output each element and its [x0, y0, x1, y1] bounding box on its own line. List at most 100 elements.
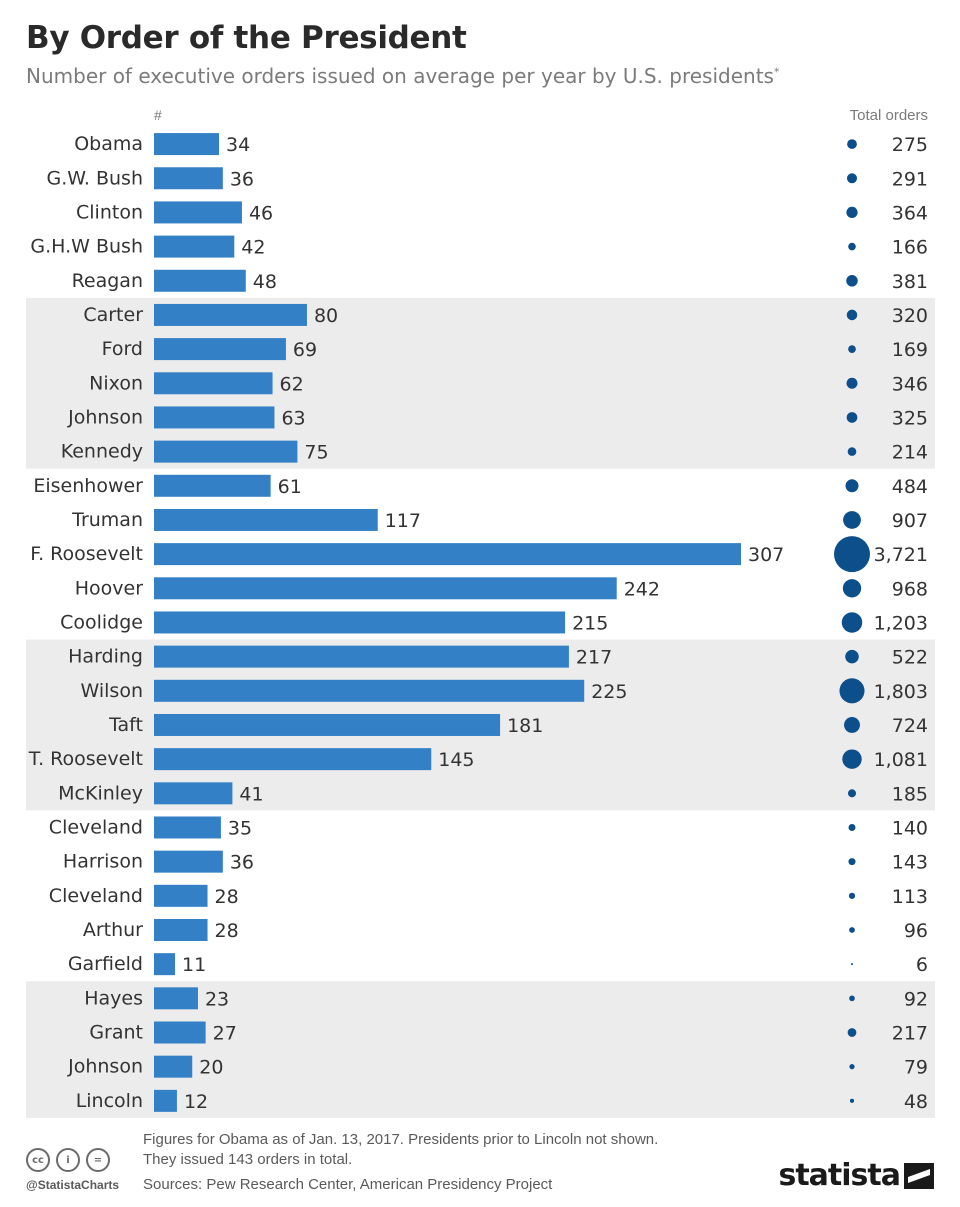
bar: [154, 235, 235, 258]
bar: [154, 440, 298, 463]
total-bubble: [839, 678, 865, 704]
category-label: Hoover: [75, 577, 143, 599]
bar: [154, 679, 585, 702]
total-bubble: [848, 858, 856, 866]
bar-value-label: 145: [438, 749, 474, 771]
bar-value-label: 12: [184, 1091, 208, 1113]
bar: [154, 884, 208, 907]
total-value-label: 214: [892, 442, 928, 464]
logo-mark-icon: [904, 1162, 934, 1189]
category-label: Hayes: [84, 987, 143, 1009]
total-bubble: [847, 447, 857, 456]
total-bubble: [844, 717, 860, 733]
category-label: Carter: [83, 304, 143, 326]
category-label: Cleveland: [49, 885, 143, 907]
total-bubble: [846, 309, 858, 321]
total-bubble: [843, 511, 861, 529]
total-bubble: [841, 612, 863, 633]
bar-value-label: 36: [230, 852, 254, 874]
total-bubble: [845, 649, 859, 664]
bar-value-label: 28: [215, 920, 239, 942]
total-bubble: [847, 789, 857, 798]
category-label: Arthur: [83, 919, 143, 941]
cc-icon: cc: [26, 1148, 50, 1172]
total-bubble: [834, 536, 870, 573]
bar-value-label: 80: [314, 305, 338, 327]
total-bubble: [842, 579, 862, 598]
bar: [154, 850, 223, 873]
bar: [154, 577, 617, 600]
category-label: Ford: [102, 338, 143, 360]
total-value-label: 143: [892, 852, 928, 874]
column-header-total-orders: Total orders: [849, 107, 928, 124]
category-label: F. Roosevelt: [30, 543, 143, 565]
sources: Sources: Pew Research Center, American P…: [143, 1176, 553, 1193]
bar: [154, 1021, 206, 1044]
category-label: Kennedy: [61, 441, 143, 463]
bar-value-label: 41: [239, 783, 263, 805]
total-value-label: 217: [892, 1023, 928, 1045]
bar: [154, 303, 307, 326]
bar: [154, 201, 242, 224]
bar-value-label: 61: [278, 476, 302, 498]
bar: [154, 269, 246, 292]
bar-value-label: 36: [230, 168, 254, 190]
bar-value-label: 217: [576, 647, 612, 669]
total-value-label: 185: [892, 783, 928, 805]
total-bubble: [846, 377, 858, 389]
category-label: Clinton: [76, 201, 143, 223]
total-bubble: [847, 1028, 857, 1037]
footnote-line-1: Figures for Obama as of Jan. 13, 2017. P…: [143, 1131, 659, 1148]
total-value-label: 346: [892, 373, 928, 395]
bar-value-label: 46: [249, 202, 273, 224]
bar: [154, 816, 221, 839]
bar: [154, 713, 501, 736]
bar: [154, 918, 208, 941]
bar: [154, 338, 286, 361]
category-label: Johnson: [67, 406, 143, 428]
bar-value-label: 20: [199, 1057, 223, 1079]
category-label: Lincoln: [76, 1090, 143, 1112]
chart-subtitle: Number of executive orders issued on ave…: [26, 64, 780, 88]
bar-value-label: 23: [205, 988, 229, 1010]
category-label: Harding: [68, 646, 143, 668]
total-bubble: [849, 927, 855, 933]
bar-value-label: 48: [253, 271, 277, 293]
total-value-label: 907: [892, 510, 928, 532]
total-value-label: 48: [904, 1091, 928, 1113]
chart-title: By Order of the President: [26, 20, 467, 56]
category-label: G.H.W Bush: [30, 236, 143, 258]
column-header-count: #: [154, 107, 162, 123]
total-value-label: 275: [892, 134, 928, 156]
bar-value-label: 35: [228, 817, 252, 839]
bar-value-label: 11: [182, 954, 206, 976]
bar: [154, 372, 273, 395]
total-value-label: 968: [892, 578, 928, 600]
category-label: Taft: [108, 714, 143, 736]
total-bubble: [846, 206, 858, 219]
total-value-label: 1,081: [874, 749, 928, 771]
footnote: Figures for Obama as of Jan. 13, 2017. P…: [143, 1130, 658, 1170]
bar-value-label: 62: [280, 373, 304, 395]
total-bubble: [845, 479, 859, 493]
category-label: McKinley: [58, 782, 143, 804]
by-icon: i: [56, 1148, 80, 1172]
total-bubble: [851, 963, 853, 966]
total-value-label: 291: [892, 168, 928, 190]
bar: [154, 474, 271, 497]
total-value-label: 1,203: [874, 612, 928, 634]
category-label: Grant: [89, 1022, 143, 1044]
total-value-label: 484: [892, 476, 928, 498]
total-value-label: 381: [892, 271, 928, 293]
total-value-label: 1,803: [874, 681, 928, 703]
total-value-label: 166: [892, 237, 928, 259]
total-bubble: [848, 892, 856, 899]
bar: [154, 133, 220, 156]
total-bubble: [848, 242, 856, 251]
bar-value-label: 242: [624, 578, 660, 600]
footnote-line-2: They issued 143 orders in total.: [143, 1151, 353, 1168]
category-label: Coolidge: [60, 611, 143, 633]
statista-logo[interactable]: statista: [778, 1158, 934, 1193]
category-label: T. Roosevelt: [28, 748, 143, 770]
total-value-label: 79: [904, 1057, 928, 1079]
